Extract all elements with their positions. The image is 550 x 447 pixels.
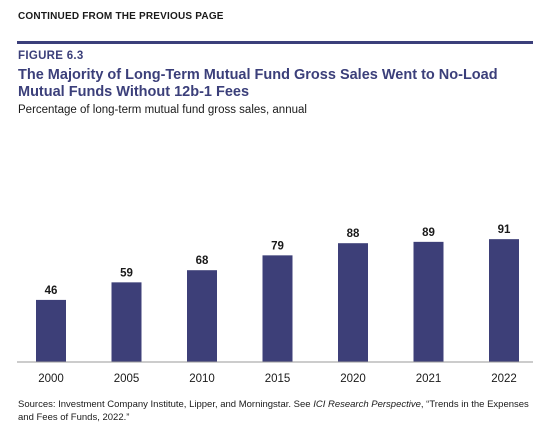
value-label-2022: 91: [498, 224, 511, 236]
continued-label: CONTINUED FROM THE PREVIOUS PAGE: [18, 11, 224, 22]
bar-2020: [338, 243, 368, 362]
labels-layer: 46 2000 59 2005 68 2010 79 2015 88 2020 89 2021 91 20…: [38, 224, 517, 385]
bars-layer: [36, 239, 519, 362]
source-note: Sources: Investment Company Institute, L…: [18, 398, 534, 424]
header-rule: [17, 41, 533, 44]
x-tick-label-2000: 2000: [38, 373, 64, 385]
value-label-2000: 46: [45, 285, 58, 297]
x-tick-label-2022: 2022: [491, 373, 517, 385]
bar-2000: [36, 299, 66, 362]
bar-2022: [489, 239, 519, 362]
value-label-2010: 68: [196, 255, 209, 267]
bar-2010: [187, 270, 217, 362]
bar-2015: [262, 255, 293, 362]
chart-title: The Majority of Long-Term Mutual Fund Gr…: [18, 67, 498, 100]
x-tick-label-2005: 2005: [114, 373, 140, 385]
chart-subtitle: Percentage of long-term mutual fund gros…: [18, 104, 307, 116]
value-label-2020: 88: [347, 228, 360, 240]
x-tick-label-2010: 2010: [189, 373, 215, 385]
value-label-2015: 79: [271, 240, 284, 252]
bar-chart: 46 2000 59 2005 68 2010 79 2015 88 2020 89 2021 91 20…: [17, 224, 533, 385]
bar-2021: [413, 241, 444, 362]
value-label-2021: 89: [422, 227, 435, 239]
source-italic: ICI Research Perspective: [313, 399, 421, 410]
x-tick-label-2015: 2015: [265, 373, 291, 385]
source-suffix: , “Trends in the Expenses and Fees of Fu…: [18, 399, 529, 423]
source-prefix: Sources: Investment Company Institute, L…: [18, 399, 314, 410]
x-tick-label-2021: 2021: [416, 373, 442, 385]
bar-2005: [111, 282, 142, 362]
value-label-2005: 59: [120, 267, 133, 279]
x-tick-label-2020: 2020: [340, 373, 366, 385]
figure-label: FIGURE 6.3: [18, 50, 84, 62]
